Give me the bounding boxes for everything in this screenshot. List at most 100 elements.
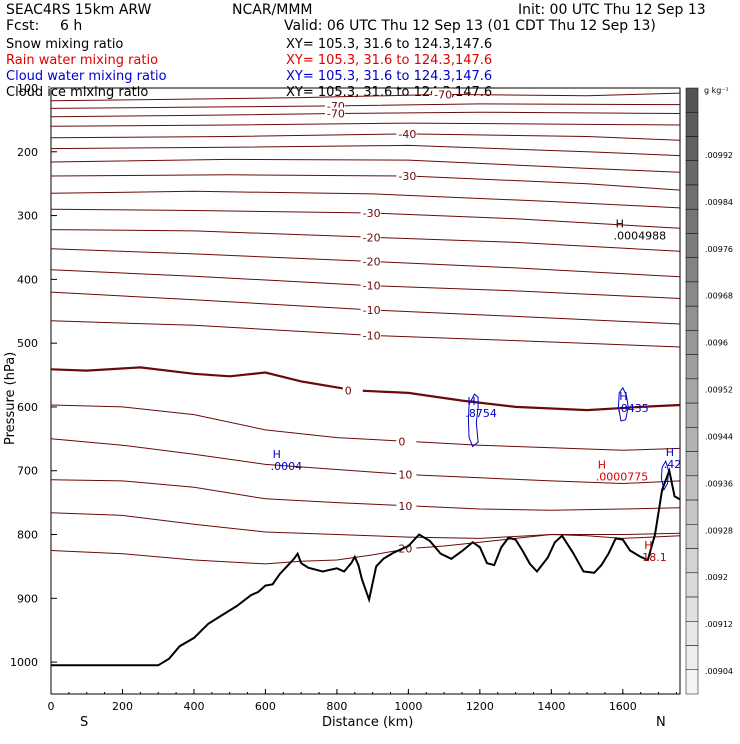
y-tick-label: 900 [17,592,38,605]
temperature-contour [50,479,681,511]
colorbar-segment [685,87,699,113]
y-tick-label: 200 [17,146,38,159]
y-tick-label: 300 [17,210,38,223]
temperature-contour [50,133,681,141]
colorbar-label: .00976 [705,245,733,254]
contour-label: 10 [398,469,412,482]
field-name: Cloud water mixing ratio [6,69,167,84]
colorbar-segment [685,184,699,210]
temperature-contour [50,158,681,173]
model-title: SEAC4RS 15km ARW [6,2,152,18]
x-tick-label: 200 [112,700,133,713]
colorbar-label: .00992 [705,151,733,160]
temperature-contours: -70-70-70-40-30-30-20-20-10-10-100010102… [50,88,681,565]
field-xy: XY= 105.3, 31.6 to 124.3,147.6 [286,69,492,84]
max-marker-value: .0435 [617,402,649,415]
contour-label: -10 [363,330,381,343]
x-tick-label: 800 [326,700,347,713]
x-tick-label: 1600 [609,700,637,713]
max-marker-value: .0004 [271,460,303,473]
colorbar-label: .0096 [705,339,728,348]
colorbar-segment [685,354,699,380]
contour-label-bg [396,499,417,512]
x-tick-label: 1400 [537,700,565,713]
contour-label: 0 [345,384,352,397]
center-label: NCAR/MMM [232,2,313,18]
colorbar-label: .0092 [705,573,728,582]
x-tick-label: 400 [183,700,204,713]
colorbar-segment [685,281,699,307]
cloud-water-contour [617,386,629,422]
contour-label-bg [396,542,417,555]
max-marker-value: 18.1 [642,551,667,564]
max-marker-value: .0000775 [596,471,649,484]
x-tick-label: 600 [255,700,276,713]
cloud-water-contour [660,459,670,492]
colorbar-label: .00928 [705,526,733,535]
y-tick-label: 600 [17,401,38,414]
colorbar-label: .00904 [705,667,733,676]
max-marker-h: H [598,459,606,472]
y-tick-label: 800 [17,529,38,542]
contour-label-bg [360,255,381,268]
y-axis: 100 200 300 400 500 600 700 800 900 1000 [10,82,57,669]
colorbar-label: .00936 [705,479,733,488]
colorbar-segment [685,572,699,598]
colorbar-segment [685,378,699,404]
colorbar-label: .00912 [705,620,733,629]
fcst-value: 6 h [60,18,82,34]
contour-label: -70 [434,88,452,101]
temperature-contour [50,404,681,451]
max-marker-h: H [644,539,652,552]
contour-label: -70 [327,108,345,121]
field-name: Rain water mixing ratio [6,53,158,68]
contour-label-bg [396,127,417,140]
max-marker-h: H [273,448,281,461]
colorbar-segment [685,208,699,234]
south-label: S [80,715,88,730]
plot-area: -70-70-70-40-30-30-20-20-10-10-100010102… [10,82,681,713]
temperature-contour [50,111,681,118]
max-marker-value: .0004988 [614,230,667,243]
contour-label-bg [342,384,363,397]
max-marker-h: H [616,218,624,231]
north-label: N [656,715,666,730]
x-tick-label: 1200 [466,700,494,713]
colorbar-segment [685,330,699,355]
x-tick-label: 0 [48,700,55,713]
colorbar: g kg⁻¹ .00992 .00984 .00976 .00968 .0096 .0095… [685,86,733,695]
terrain-layer [51,467,681,667]
temperature-contour [50,144,681,157]
temperature-contour [50,512,681,539]
contour-label: -10 [363,304,381,317]
contour-label: -30 [363,207,381,220]
temperature-contour [50,366,681,412]
field-xy: XY= 105.3, 31.6 to 124.3,147.6 [286,53,492,68]
colorbar-segment [685,111,699,137]
colorbar-segment [685,257,699,283]
contour-label: -40 [398,128,416,141]
contour-label-bg [360,231,381,244]
contour-label-bg [432,88,453,101]
contour-label: -30 [398,170,416,183]
temperature-contour [50,103,681,109]
temperature-contour [50,190,681,209]
colorbar-segment [685,621,699,646]
colorbar-segment [685,160,699,186]
colorbar-segment [685,645,699,671]
temperature-contour [50,438,681,485]
contour-label-bg [360,279,381,292]
fcst-label: Fcst: [6,18,39,34]
colorbar-label: .00952 [705,386,733,395]
colorbar-segment [685,596,699,622]
max-marker-value: .42 [664,458,682,471]
contour-label: 0 [398,435,405,448]
x-axis: 0 200 400 600 800 1000 1200 1400 1600 [48,689,677,713]
field-name: Snow mixing ratio [6,37,123,52]
field-xy: XY= 105.3, 31.6 to 124.3,147.6 [286,85,492,100]
cloud-water-contours [467,386,670,492]
valid-time: Valid: 06 UTC Thu 12 Sep 13 (01 CDT Thu … [284,18,656,34]
y-tick-label: 1000 [10,656,38,669]
y-tick-label: 100 [17,82,38,95]
